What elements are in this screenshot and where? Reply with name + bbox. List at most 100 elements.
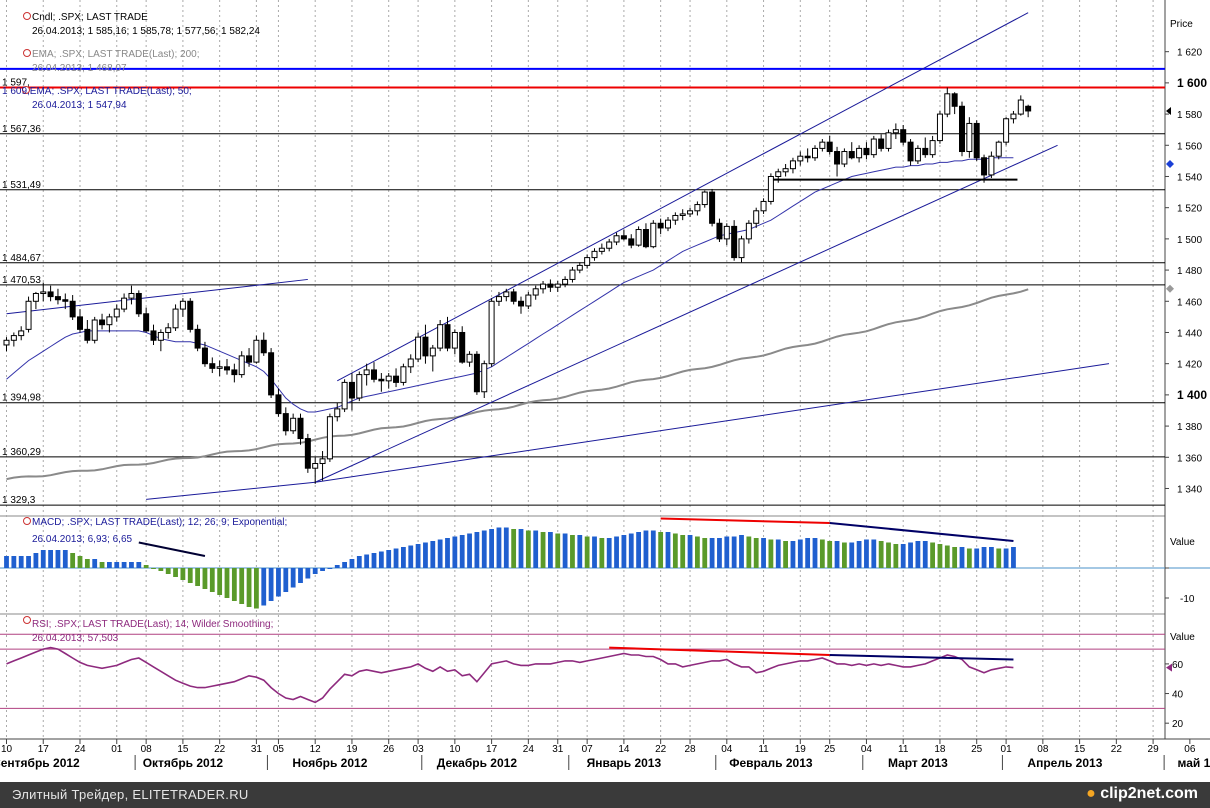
candle-body: [459, 331, 466, 363]
price-tick-label: 1 340: [1177, 484, 1202, 495]
candle-body: [495, 296, 502, 302]
candle-body: [694, 204, 701, 212]
macd-bar: [827, 541, 833, 568]
candle-body: [128, 292, 135, 299]
candle-body: [84, 328, 91, 341]
candle-body: [547, 283, 554, 288]
candle-body: [444, 324, 451, 349]
candle-body: [334, 408, 341, 418]
candle-body: [951, 93, 958, 107]
candle-body: [326, 416, 333, 460]
candle-body: [812, 147, 818, 159]
candle-body: [422, 336, 429, 357]
macd-bar: [518, 529, 524, 568]
candle-body: [562, 278, 569, 285]
day-tick-label: 22: [214, 744, 226, 755]
rsi-axis-title: Value: [1170, 632, 1195, 643]
price-tick-label: 1 560: [1177, 141, 1202, 152]
macd-bar: [621, 535, 627, 568]
rsi-tick-label: 60: [1172, 660, 1184, 671]
candle-body: [929, 140, 936, 156]
candle-body: [179, 300, 186, 310]
macd-bar: [709, 538, 715, 568]
price-tick-label: 1 600: [1177, 76, 1207, 90]
macd-bar: [327, 568, 333, 569]
clip2net-brand-text: clip2net.com: [1100, 785, 1198, 802]
macd-bar: [445, 538, 450, 568]
macd-bar: [966, 548, 972, 568]
clip2net-logo: ● clip2net.com: [1086, 785, 1198, 802]
price-tick-label: 1 400: [1177, 388, 1207, 402]
day-tick-label: 14: [618, 744, 630, 755]
candle-body: [650, 222, 657, 248]
candle-body: [40, 291, 47, 294]
candle-body: [466, 353, 473, 363]
candle-body: [907, 141, 914, 162]
macd-bar: [606, 538, 612, 568]
candle-body: [356, 374, 363, 399]
macd-bar: [643, 530, 649, 568]
price-tick-label: 1 460: [1177, 297, 1202, 308]
macd-bar: [158, 568, 164, 571]
legend-values: 26.04.2013; 1 547,94: [32, 100, 127, 111]
candle-body: [540, 283, 547, 290]
macd-bar: [842, 542, 847, 568]
candle-body: [121, 297, 128, 310]
macd-bar: [1011, 547, 1016, 568]
macd-bar: [893, 544, 899, 568]
macd-bar: [48, 550, 53, 568]
trend-line: [314, 144, 1058, 483]
macd-axis-title: Value: [1170, 537, 1195, 548]
candle-body: [657, 222, 664, 229]
macd-bar: [775, 539, 781, 568]
rsi-line: [6, 646, 1014, 704]
candle-body: [782, 168, 789, 173]
price-tick-label: 1 380: [1177, 422, 1202, 433]
day-tick-label: 17: [38, 744, 50, 755]
candle-body: [69, 300, 76, 318]
rsi-legend-icon: [23, 616, 31, 624]
macd-bar: [195, 568, 200, 586]
candle-body: [532, 288, 539, 296]
candle-body: [576, 264, 583, 271]
candle-body: [260, 339, 267, 354]
macd-tick-label: -10: [1180, 594, 1195, 605]
macd-bar: [555, 533, 561, 568]
macd-bar: [26, 556, 31, 568]
day-tick-label: 07: [582, 744, 594, 755]
macd-bar: [349, 559, 355, 568]
candle-body: [10, 335, 17, 341]
last-price-marker: [1166, 106, 1171, 115]
candle-body: [106, 316, 113, 326]
day-tick-label: 28: [684, 744, 696, 755]
macd-bar: [856, 541, 862, 568]
candle-body: [312, 463, 319, 469]
month-label: май 13: [1177, 756, 1210, 770]
month-label: Март 2013: [888, 756, 948, 770]
macd-bar: [298, 568, 303, 583]
candle-body: [731, 225, 738, 259]
month-label: Апрель 2013: [1027, 756, 1102, 770]
macd-bar: [570, 535, 575, 568]
macd-bar: [129, 562, 134, 568]
macd-bar: [717, 538, 722, 568]
macd-bar: [959, 547, 965, 568]
macd-bar: [783, 541, 788, 568]
macd-bar: [900, 544, 906, 568]
month-label: Январь 2013: [587, 756, 662, 770]
macd-bar: [114, 562, 120, 568]
candle-body: [760, 200, 767, 212]
candle-body: [150, 330, 157, 341]
day-tick-label: 12: [310, 744, 322, 755]
macd-bar: [474, 532, 480, 568]
candle-body: [1010, 113, 1017, 120]
candle-body: [290, 417, 297, 432]
candle-body: [598, 247, 605, 252]
macd-bar: [99, 562, 105, 568]
candle-body: [246, 355, 253, 363]
day-tick-label: 08: [141, 744, 153, 755]
candle-body: [745, 222, 752, 240]
macd-bar: [268, 568, 274, 601]
macd-bar: [4, 556, 9, 568]
candle-body: [135, 292, 142, 315]
